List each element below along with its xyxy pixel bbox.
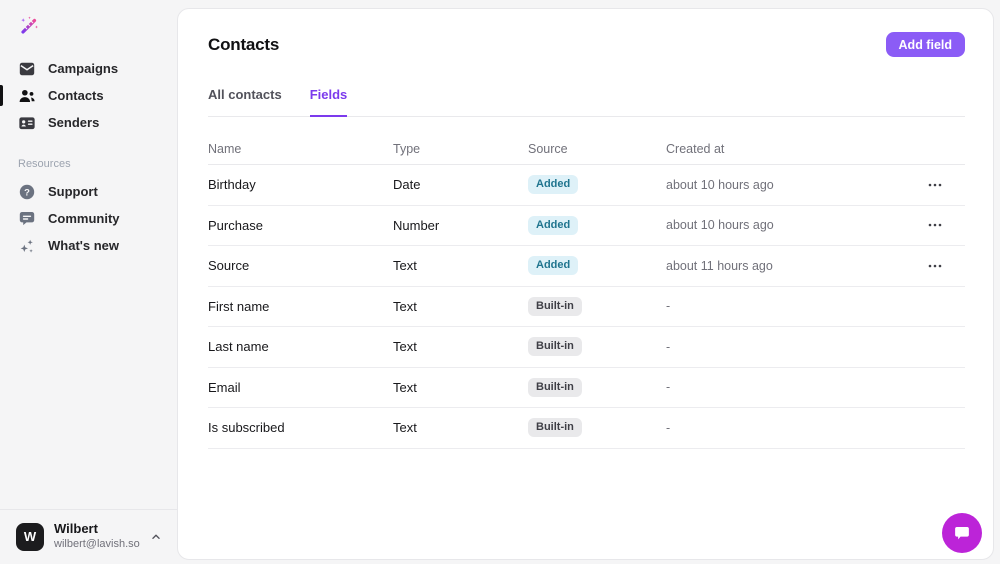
table-body: Birthday Date Added about 10 hours ago P… bbox=[208, 165, 965, 449]
tabs: All contacts Fields bbox=[208, 87, 965, 117]
ellipsis-icon bbox=[928, 223, 942, 227]
source-badge: Built-in bbox=[528, 418, 582, 438]
resources-nav: ? Support Community bbox=[0, 178, 177, 259]
column-header-name: Name bbox=[208, 142, 242, 156]
table-row: First name Text Built-in - bbox=[208, 287, 965, 327]
source-badge: Built-in bbox=[528, 296, 582, 316]
sidebar-item-label: Senders bbox=[48, 115, 100, 130]
cell-name: Birthday bbox=[208, 177, 256, 193]
people-icon bbox=[18, 87, 36, 105]
cell-created: - bbox=[666, 380, 671, 395]
cell-created: - bbox=[666, 420, 671, 435]
ellipsis-icon bbox=[928, 183, 942, 187]
column-header-created-at: Created at bbox=[666, 142, 725, 156]
avatar: W bbox=[16, 522, 44, 551]
sidebar-item-contacts[interactable]: Contacts bbox=[0, 82, 177, 109]
main-content: Contacts Add field All contacts Fields N… bbox=[177, 8, 994, 560]
sidebar: Campaigns Contacts bbox=[0, 0, 177, 564]
row-menu-button[interactable] bbox=[925, 259, 945, 273]
sparkles-icon bbox=[18, 237, 36, 255]
chat-bubble-icon bbox=[955, 526, 969, 540]
cell-created: - bbox=[666, 339, 671, 354]
table-row: Purchase Number Added about 10 hours ago bbox=[208, 206, 965, 246]
cell-name: Source bbox=[208, 258, 250, 274]
magic-wand-icon bbox=[21, 16, 38, 34]
table-row: Is subscribed Text Built-in - bbox=[208, 408, 965, 449]
sidebar-item-label: Contacts bbox=[48, 88, 104, 103]
column-header-source: Source bbox=[528, 142, 568, 156]
sidebar-item-label: Campaigns bbox=[48, 61, 119, 76]
tab-all-contacts[interactable]: All contacts bbox=[208, 87, 282, 102]
cell-type: Text bbox=[393, 379, 417, 395]
source-badge: Built-in bbox=[528, 337, 582, 357]
fields-table: Name Type Source Created at Birthday Dat… bbox=[208, 134, 965, 449]
sidebar-item-community[interactable]: Community bbox=[0, 205, 177, 232]
cell-type: Text bbox=[393, 339, 417, 355]
cell-type: Date bbox=[393, 177, 421, 193]
sidebar-item-label: Community bbox=[48, 211, 120, 226]
cell-type: Text bbox=[393, 420, 417, 436]
sidebar-item-campaigns[interactable]: Campaigns bbox=[0, 55, 177, 82]
ellipsis-icon bbox=[928, 264, 942, 268]
table-row: Source Text Added about 11 hours ago bbox=[208, 246, 965, 287]
row-menu-button[interactable] bbox=[925, 218, 945, 232]
cell-created: about 10 hours ago bbox=[666, 177, 774, 192]
cell-name: Email bbox=[208, 379, 241, 395]
tab-fields[interactable]: Fields bbox=[309, 87, 348, 117]
chevron-up-icon bbox=[149, 530, 163, 544]
row-menu-button[interactable] bbox=[925, 178, 945, 192]
sidebar-item-support[interactable]: ? Support bbox=[0, 178, 177, 205]
question-circle-icon: ? bbox=[18, 183, 36, 201]
cell-created: about 11 hours ago bbox=[666, 258, 773, 273]
sidebar-item-senders[interactable]: Senders bbox=[0, 109, 177, 136]
primary-nav: Campaigns Contacts bbox=[0, 55, 177, 136]
chat-fab-button[interactable] bbox=[942, 513, 982, 553]
user-email: wilbert@lavish.so bbox=[54, 538, 140, 551]
sidebar-item-whats-new[interactable]: What's new bbox=[0, 232, 177, 259]
source-badge: Added bbox=[528, 175, 579, 195]
source-badge: Built-in bbox=[528, 377, 582, 397]
cell-name: Is subscribed bbox=[208, 420, 285, 436]
cell-created: about 10 hours ago bbox=[666, 218, 774, 233]
app-logo[interactable] bbox=[0, 0, 177, 46]
source-badge: Added bbox=[528, 256, 579, 276]
cell-name: First name bbox=[208, 298, 270, 314]
cell-type: Number bbox=[393, 217, 440, 233]
cell-type: Text bbox=[393, 258, 417, 274]
page-title: Contacts bbox=[208, 35, 280, 54]
cell-created: - bbox=[666, 299, 671, 314]
id-card-icon bbox=[18, 114, 36, 132]
sidebar-item-label: Support bbox=[48, 184, 98, 199]
cell-name: Last name bbox=[208, 339, 269, 355]
cell-type: Text bbox=[393, 298, 417, 314]
add-field-button[interactable]: Add field bbox=[885, 32, 965, 57]
user-name: Wilbert bbox=[54, 521, 98, 536]
source-badge: Added bbox=[528, 215, 579, 235]
chat-bubble-icon bbox=[18, 210, 36, 228]
table-row: Last name Text Built-in - bbox=[208, 327, 965, 368]
svg-text:?: ? bbox=[24, 187, 30, 198]
user-menu[interactable]: W Wilbert wilbert@lavish.so bbox=[0, 509, 177, 564]
resources-label: Resources bbox=[18, 158, 71, 170]
sidebar-item-label: What's new bbox=[48, 238, 119, 253]
envelope-icon bbox=[18, 60, 36, 78]
cell-name: Purchase bbox=[208, 217, 263, 233]
table-row: Birthday Date Added about 10 hours ago bbox=[208, 165, 965, 206]
column-header-type: Type bbox=[393, 142, 421, 156]
table-row: Email Text Built-in - bbox=[208, 368, 965, 408]
table-header: Name Type Source Created at bbox=[208, 134, 965, 165]
